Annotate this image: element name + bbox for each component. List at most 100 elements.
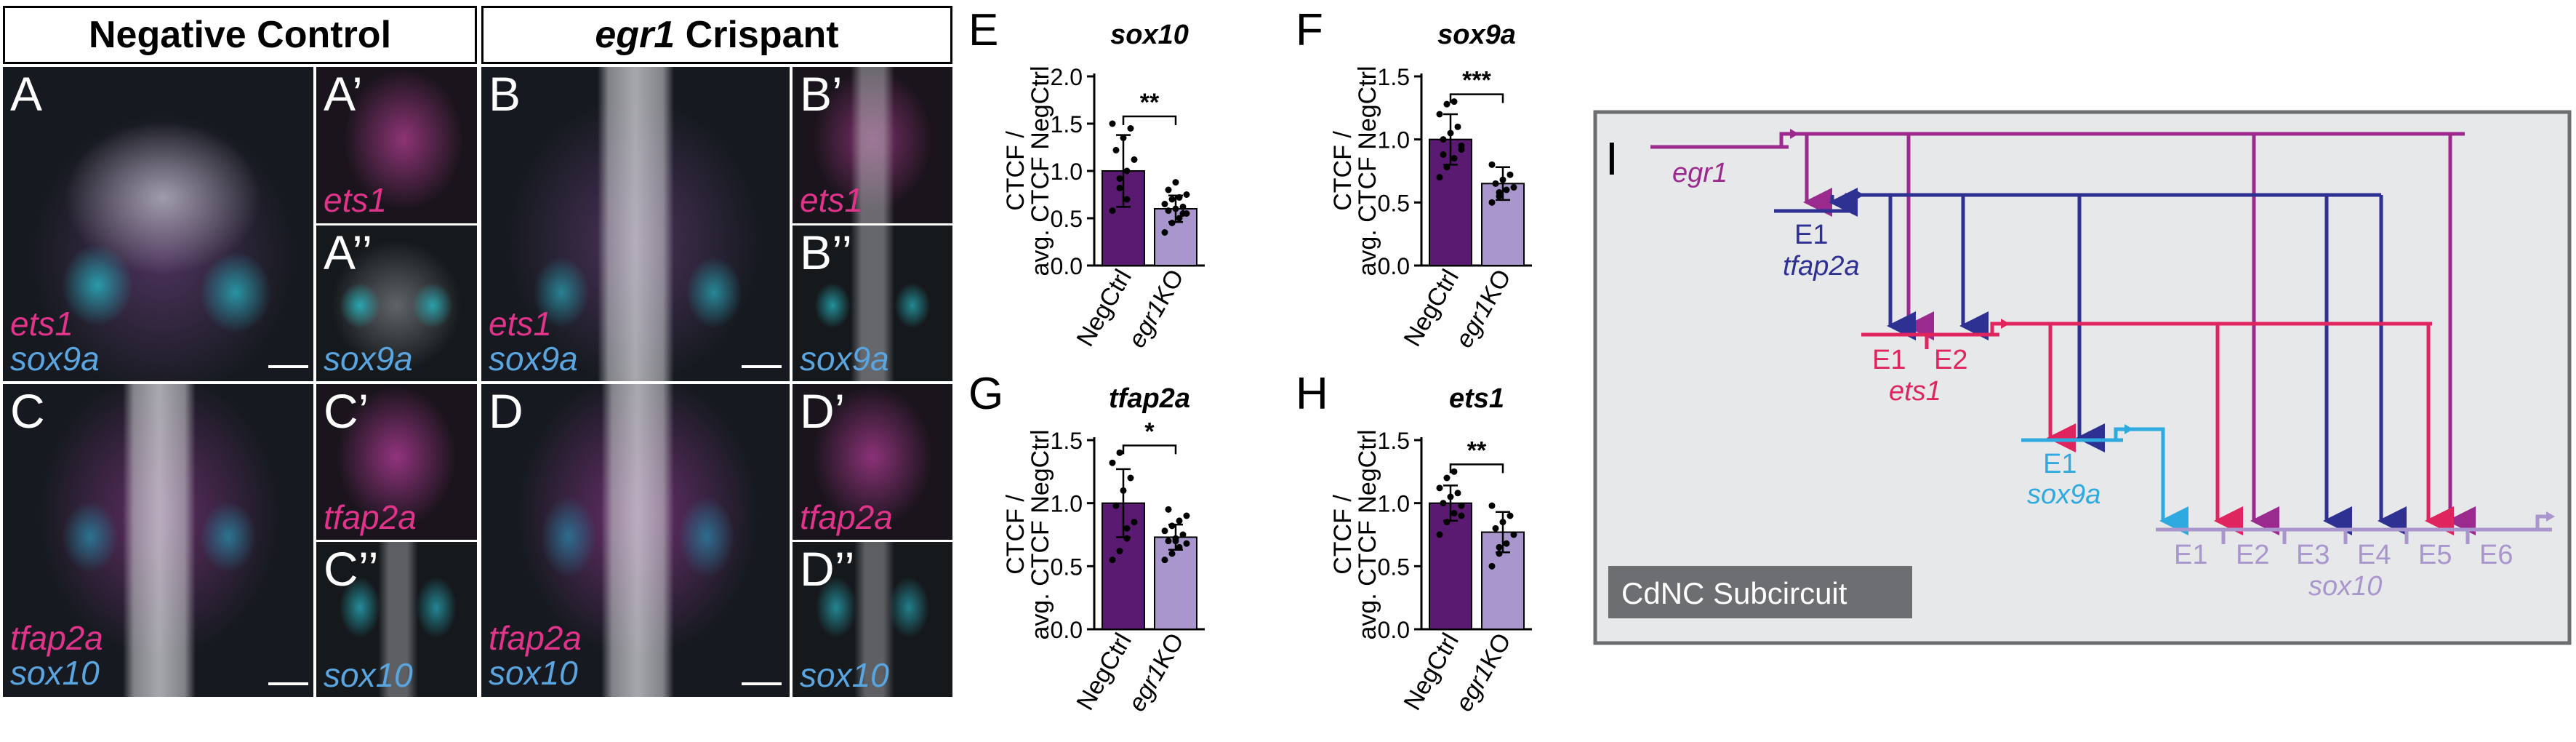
significance-bracket — [1122, 115, 1177, 125]
y-tick-label: 1.0 — [1051, 491, 1083, 517]
panel-letter: E — [968, 5, 998, 55]
sox9a-gene — [2021, 424, 2188, 535]
panel-letter: B’’ — [800, 226, 853, 279]
egr1-crispant-header: egr1 Crispant — [481, 6, 952, 64]
egr1-gene — [1650, 129, 2465, 149]
data-point — [1440, 500, 1447, 507]
ets1-element-2: E2 — [1934, 345, 1967, 375]
marker-label-ets1: ets1 — [800, 181, 863, 219]
data-point — [1447, 129, 1454, 137]
data-point — [1450, 155, 1458, 162]
data-point — [1112, 146, 1120, 153]
scale-bar — [742, 365, 782, 368]
y-axis-label-line2: avg. CTCF NegCtrl — [1354, 65, 1381, 276]
data-point — [1503, 186, 1510, 194]
significance-label: * — [1144, 418, 1155, 445]
sox10-element-2: E2 — [2236, 540, 2269, 570]
panel-letter: A’’ — [324, 226, 373, 279]
y-tick-label: 1.0 — [1378, 127, 1410, 153]
data-point — [1436, 484, 1443, 492]
data-point — [1112, 502, 1120, 509]
data-point — [1488, 161, 1496, 168]
panel-letter: D — [489, 384, 523, 438]
data-point — [1109, 120, 1116, 127]
image-panel-a-prime: A’ ets1 — [316, 67, 477, 223]
data-point — [1458, 512, 1465, 519]
y-tick-label: 0.5 — [1378, 190, 1410, 216]
data-point — [1450, 468, 1458, 475]
data-point — [1165, 186, 1172, 194]
chart-title: sox9a — [1437, 20, 1516, 50]
image-panel-c-double-prime: C’’ sox10 — [316, 542, 477, 697]
data-point — [1436, 174, 1443, 181]
marker-label-ets1: ets1 — [10, 305, 73, 343]
sox10-label: sox10 — [2308, 571, 2382, 602]
significance-label: ** — [1467, 436, 1487, 464]
y-tick-label: 0.0 — [1378, 617, 1410, 643]
data-point — [1172, 205, 1179, 212]
scale-bar — [268, 365, 308, 368]
data-point — [1165, 207, 1172, 215]
panel-letter: B — [489, 67, 521, 121]
panel-letter: C — [10, 384, 45, 438]
egr1-label: egr1 — [1672, 158, 1728, 188]
data-point — [1176, 215, 1183, 222]
ets1-element-1: E1 — [1872, 345, 1906, 375]
data-point — [1488, 502, 1496, 509]
y-tick-label: 1.5 — [1051, 111, 1083, 137]
panel-letter: G — [968, 369, 1003, 419]
chart-title: tfap2a — [1109, 383, 1190, 414]
data-point — [1120, 487, 1127, 494]
marker-label-tfap2a: tfap2a — [10, 619, 103, 657]
data-point — [1116, 449, 1123, 456]
data-point — [1131, 519, 1138, 526]
marker-label-sox9a: sox9a — [10, 340, 100, 378]
marker-label-tfap2a: tfap2a — [324, 498, 417, 536]
data-point — [1506, 512, 1514, 519]
y-tick-label: 1.5 — [1378, 64, 1410, 90]
data-point — [1161, 556, 1168, 564]
y-tick-label: 0.0 — [1051, 617, 1083, 643]
data-point — [1492, 524, 1499, 532]
y-tick-label: 0.5 — [1051, 206, 1083, 232]
data-point — [1510, 184, 1517, 191]
data-point — [1496, 550, 1503, 557]
data-point — [1488, 199, 1496, 206]
data-point — [1447, 493, 1454, 500]
panel-letter: A’ — [324, 67, 363, 121]
panel-letter: F — [1296, 5, 1323, 55]
subcircuit-label-box — [1608, 566, 1912, 618]
y-axis-label-line1: CTCF / — [1329, 131, 1357, 211]
image-panel-a-double-prime: A’’ sox9a — [316, 226, 477, 381]
data-point — [1492, 180, 1499, 187]
y-tick-label: 0.5 — [1051, 554, 1083, 580]
gene-regulatory-network: I egr1 E1 tfap2a E1 E2 ets1 — [1593, 110, 2572, 645]
data-point — [1499, 519, 1506, 526]
data-point — [1176, 194, 1183, 201]
image-panel-c: C tfap2a sox10 — [3, 384, 313, 697]
tfap2a-targets — [1829, 188, 2407, 535]
data-point — [1183, 512, 1190, 519]
data-point — [1116, 175, 1123, 182]
egr1-targets — [1803, 134, 2476, 535]
ets1-targets — [2047, 324, 2454, 535]
image-panel-b: B ets1 sox9a — [481, 67, 790, 381]
data-point — [1183, 540, 1190, 547]
sox10-gene — [2156, 511, 2555, 544]
marker-label-sox9a: sox9a — [489, 340, 578, 378]
panel-letter: C’’ — [324, 542, 379, 596]
y-axis-label-line1: CTCF / — [1329, 495, 1357, 575]
data-point — [1131, 156, 1138, 163]
marker-label-sox9a: sox9a — [324, 340, 413, 378]
data-point — [1458, 142, 1465, 149]
data-point — [1123, 167, 1131, 175]
data-point — [1161, 229, 1168, 236]
negative-control-header: Negative Control — [3, 6, 477, 64]
marker-label-sox10: sox10 — [10, 654, 100, 692]
y-axis-label-line2: avg. CTCF NegCtrl — [1027, 65, 1054, 276]
significance-label: *** — [1462, 67, 1491, 95]
chart-title: ets1 — [1449, 383, 1504, 414]
